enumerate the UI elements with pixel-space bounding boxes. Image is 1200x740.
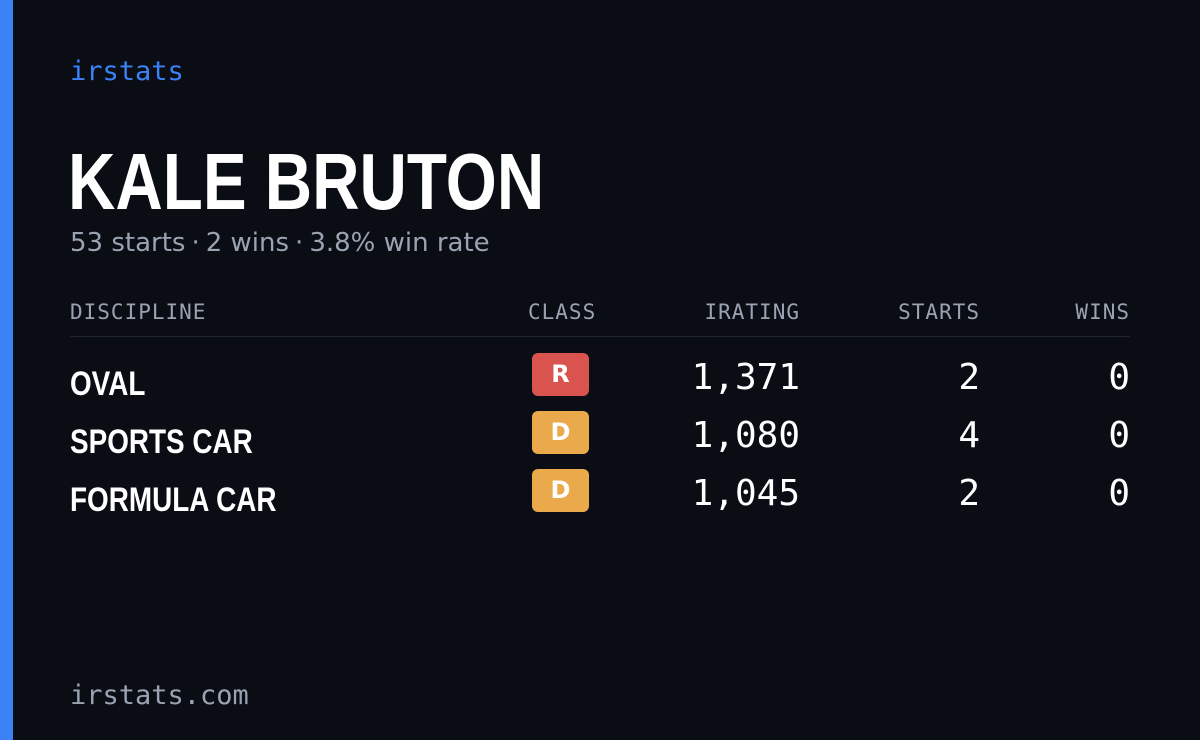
- win-rate: 3.8% win rate: [309, 228, 490, 258]
- separator: ·: [295, 228, 304, 258]
- starts-value: 4: [958, 415, 980, 456]
- irating-value: 1,371: [691, 357, 800, 398]
- header-starts: STARTS: [898, 300, 980, 324]
- discipline-name: SPORTS CAR: [70, 423, 253, 461]
- header-discipline: DISCIPLINE: [70, 300, 207, 324]
- footer-domain: irstats.com: [70, 680, 249, 711]
- class-badge: D: [532, 411, 589, 454]
- header-irating: IRATING: [704, 300, 800, 324]
- discipline-name: OVAL: [70, 365, 146, 403]
- wins-value: 0: [1108, 357, 1130, 398]
- starts-value: 2: [958, 473, 980, 514]
- class-badge: R: [532, 353, 589, 396]
- driver-summary: 53 starts · 2 wins · 3.8% win rate: [70, 228, 490, 258]
- discipline-name: FORMULA CAR: [70, 481, 277, 519]
- table-body: OVAL R 1,371 2 0 SPORTS CAR D 1,080 4 0 …: [70, 337, 1130, 527]
- header-class: CLASS: [528, 300, 597, 324]
- starts-count: 53 starts: [70, 228, 186, 258]
- table-header: DISCIPLINE CLASS IRATING STARTS WINS: [70, 298, 1130, 337]
- irating-value: 1,080: [691, 415, 800, 456]
- class-badge: D: [532, 469, 589, 512]
- starts-value: 2: [958, 357, 980, 398]
- header-wins: WINS: [1075, 300, 1130, 324]
- brand-logo: irstats: [70, 56, 184, 87]
- separator: ·: [191, 228, 200, 258]
- wins-value: 0: [1108, 415, 1130, 456]
- wins-value: 0: [1108, 473, 1130, 514]
- table-row: SPORTS CAR D 1,080 4 0: [70, 411, 1130, 469]
- table-row: FORMULA CAR D 1,045 2 0: [70, 469, 1130, 527]
- table-row: OVAL R 1,371 2 0: [70, 353, 1130, 411]
- accent-bar: [0, 0, 13, 740]
- discipline-table: DISCIPLINE CLASS IRATING STARTS WINS OVA…: [70, 298, 1130, 527]
- irating-value: 1,045: [691, 473, 800, 514]
- driver-name: KALE BRUTON: [68, 137, 545, 226]
- wins-count: 2 wins: [205, 228, 290, 258]
